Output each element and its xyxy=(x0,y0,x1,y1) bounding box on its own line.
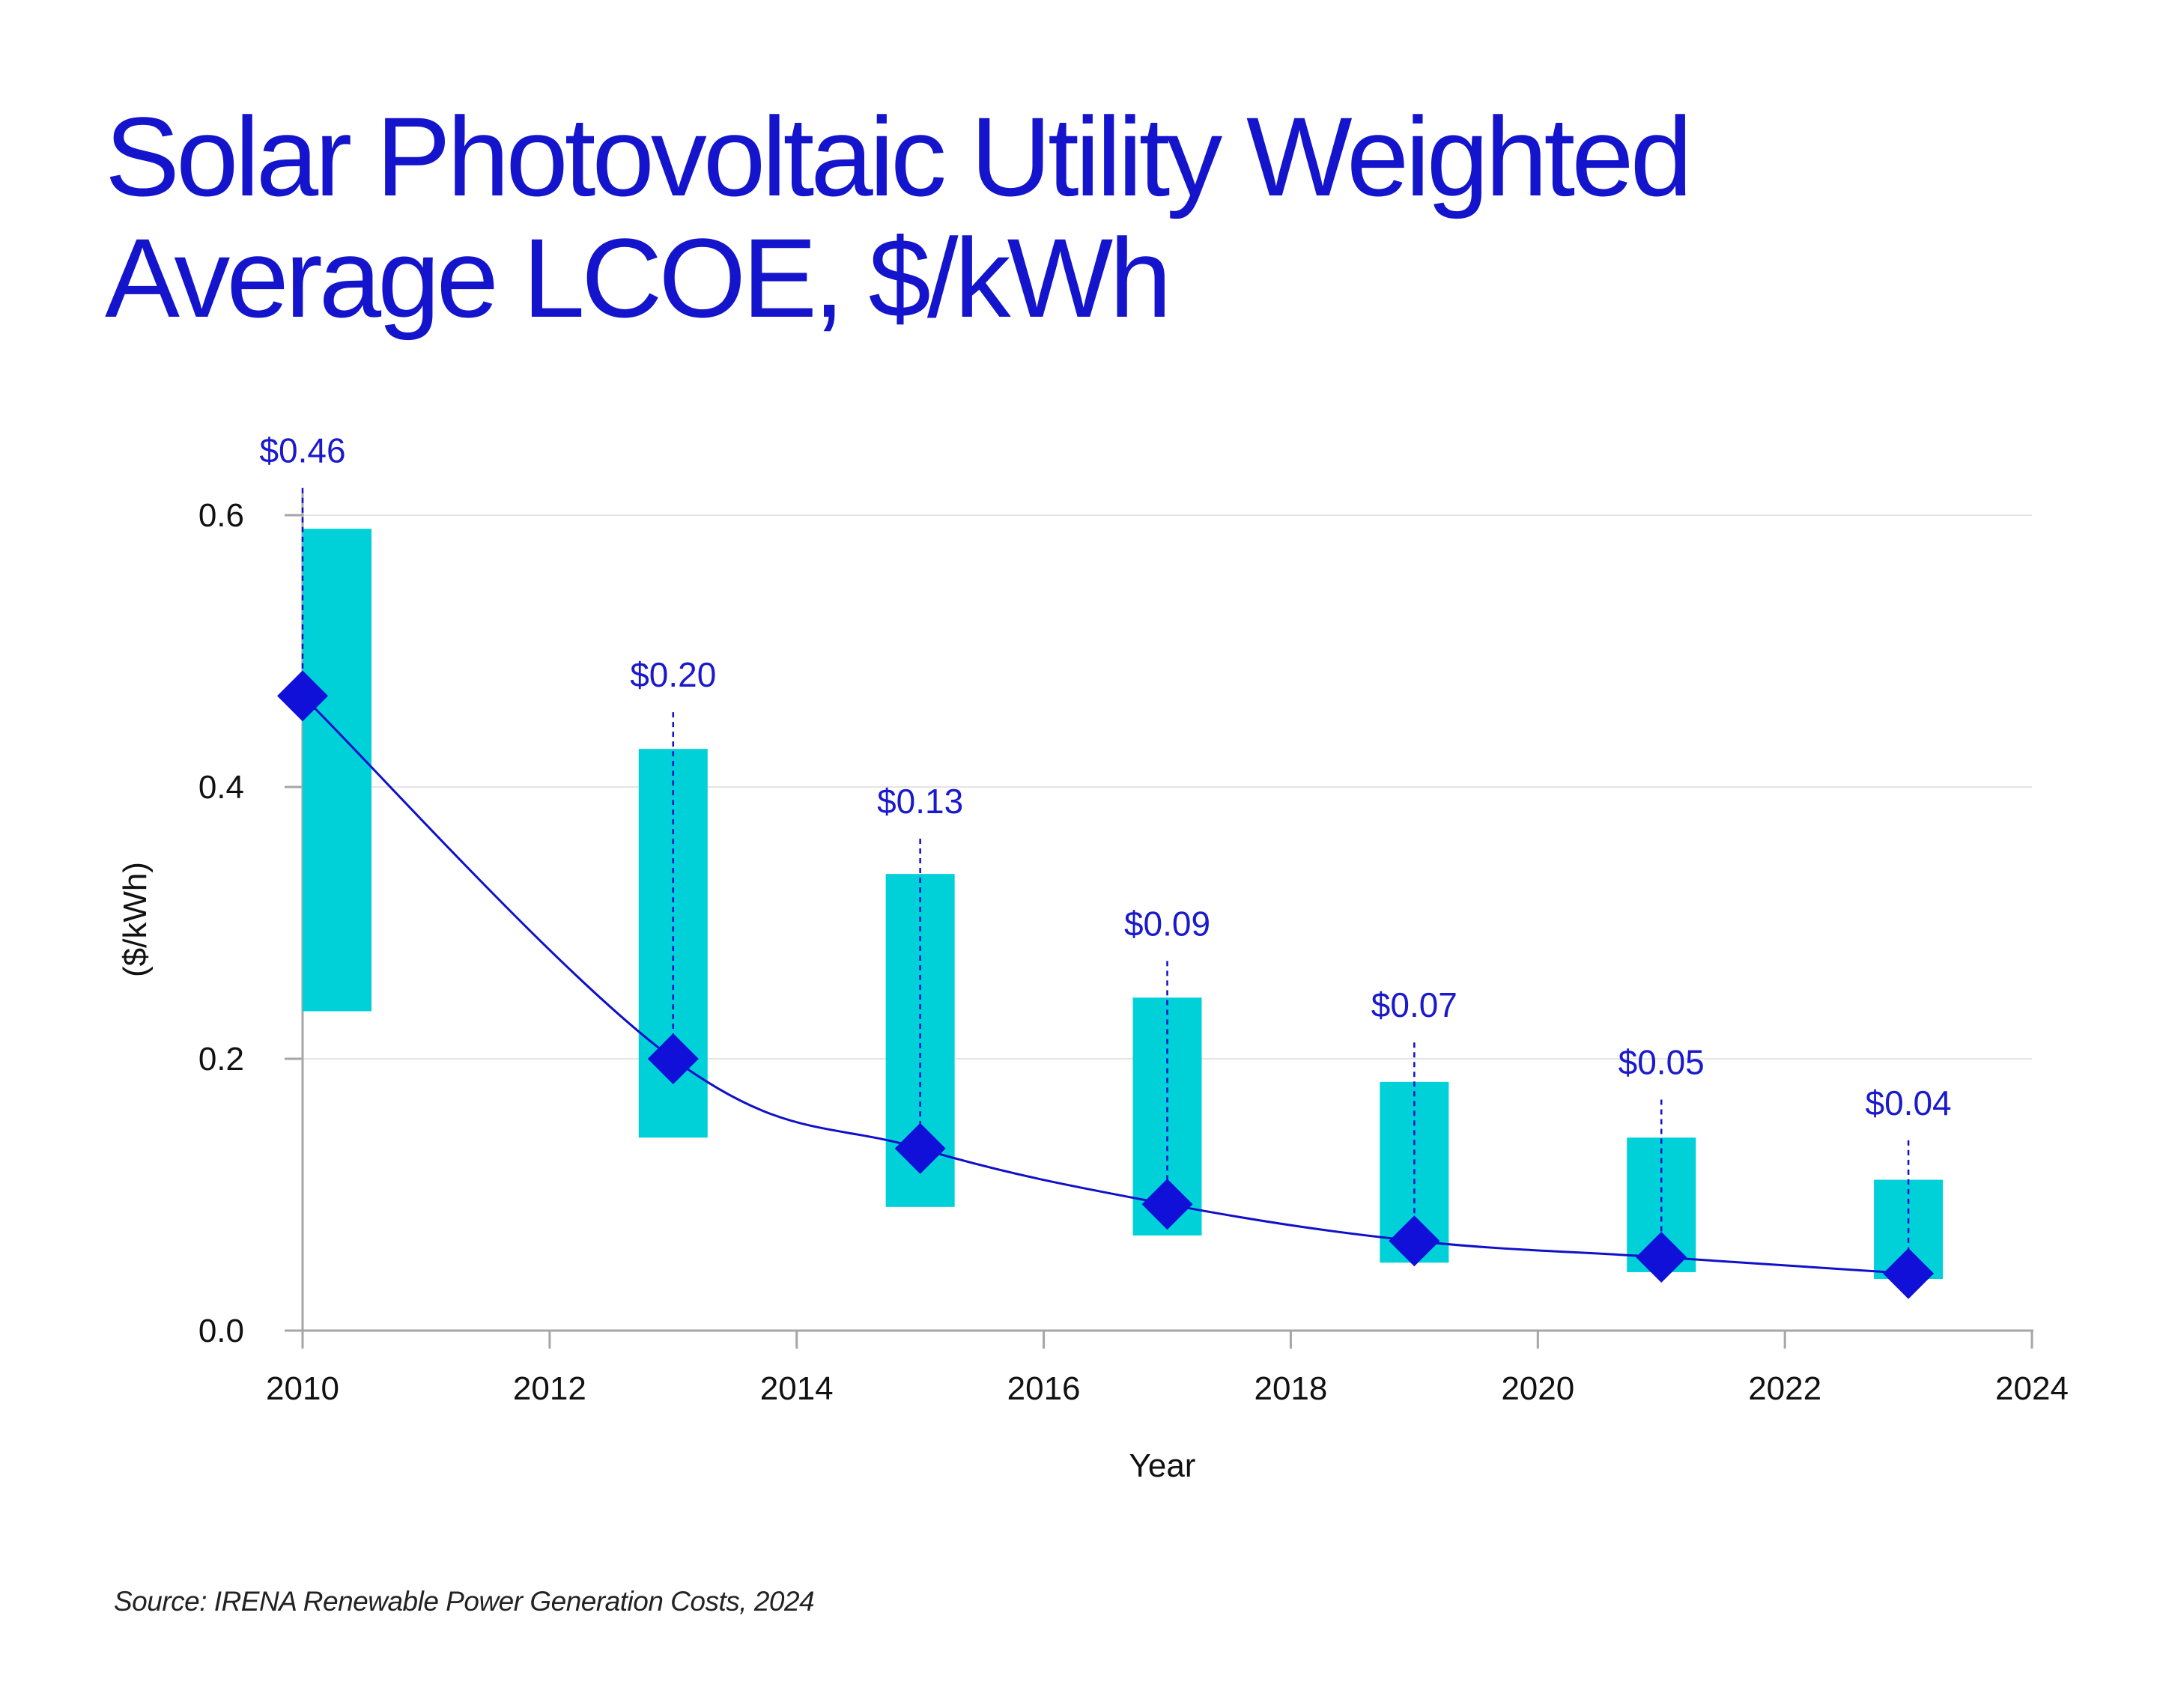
x-tick-label: 2014 xyxy=(760,1370,834,1407)
value-labels: $0.46 $0.20 $0.13 $0.09 $0.07 $0.05 $0.04 xyxy=(259,431,1951,1122)
x-tick-label: 2024 xyxy=(1995,1370,2069,1407)
diamond-marker-2010 xyxy=(277,670,328,722)
x-tick-label: 2016 xyxy=(1007,1370,1081,1407)
lcoe-markers xyxy=(277,670,1935,1299)
x-tick-label: 2020 xyxy=(1501,1370,1574,1407)
value-label-2019: $0.07 xyxy=(1371,985,1457,1024)
diamond-marker-2017 xyxy=(1141,1179,1193,1230)
y-tick-label: 0.6 xyxy=(198,497,244,534)
y-axis-title: ($/kWh) xyxy=(117,862,154,977)
chart-title: Solar Photovoltaic Utility Weighted Aver… xyxy=(105,96,1977,338)
value-label-2013: $0.20 xyxy=(630,655,716,694)
value-label-2017: $0.09 xyxy=(1124,904,1210,943)
x-tick-label: 2012 xyxy=(513,1370,586,1407)
y-tick-label: 0.2 xyxy=(198,1041,244,1078)
diamond-marker-2015 xyxy=(894,1122,946,1174)
range-bar-2010 xyxy=(303,529,371,1012)
chart-title-line-1: Solar Photovoltaic Utility Weighted xyxy=(105,94,1693,219)
diamond-marker-2019 xyxy=(1389,1215,1440,1267)
x-tick-label: 2010 xyxy=(266,1370,339,1407)
diamond-marker-2021 xyxy=(1636,1231,1687,1283)
value-label-2023: $0.04 xyxy=(1866,1084,1952,1122)
gridlines xyxy=(303,514,2032,1060)
x-tick-label: 2018 xyxy=(1254,1370,1327,1407)
value-label-2015: $0.13 xyxy=(877,782,963,821)
dashed-leaders xyxy=(301,487,1910,1274)
diamond-marker-2023 xyxy=(1883,1247,1935,1299)
x-tick-label: 2022 xyxy=(1748,1370,1821,1407)
value-label-2021: $0.05 xyxy=(1618,1042,1705,1081)
diamond-marker-2013 xyxy=(647,1033,699,1084)
range-bars xyxy=(303,529,1944,1280)
source-note: Source: IRENA Renewable Power Generation… xyxy=(114,1586,815,1617)
axes: 0.0 0.2 0.4 0.6 2010 2012 2014 2016 2018 2020 2022… xyxy=(198,493,2069,1407)
value-label-2010: $0.46 xyxy=(259,431,345,470)
x-axis-title: Year xyxy=(1129,1447,1196,1484)
y-tick-label: 0.4 xyxy=(198,769,244,806)
y-tick-label: 0.0 xyxy=(198,1313,244,1349)
chart-title-line-2: Average LCOE, $/kWh xyxy=(105,215,1172,341)
